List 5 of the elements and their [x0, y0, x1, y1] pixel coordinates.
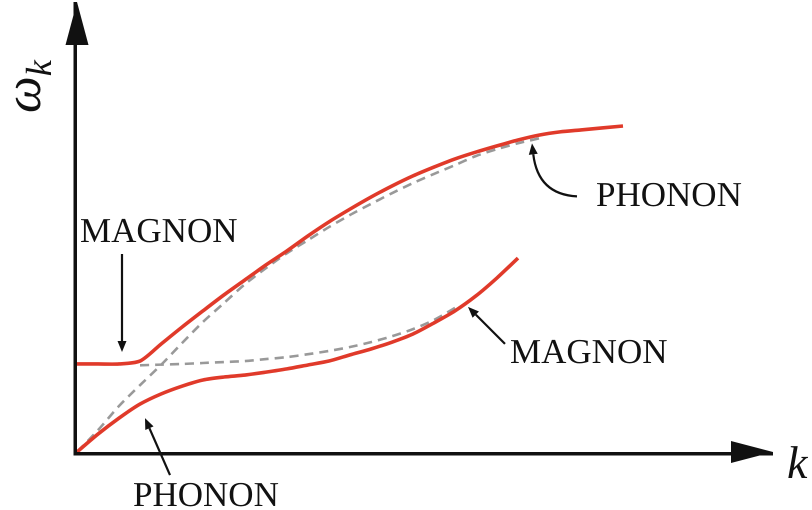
text: PHONON [133, 475, 279, 510]
annotation: MAGNON [510, 332, 668, 371]
x-axis-title: k [787, 437, 809, 488]
annotation: MAGNON [80, 211, 238, 250]
annotation: PHONON [596, 175, 742, 214]
